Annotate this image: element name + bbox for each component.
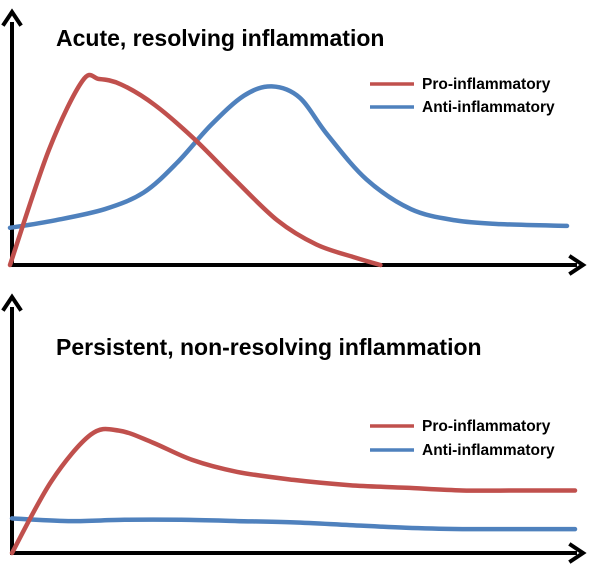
legend: Pro-inflammatory Anti-inflammatory (370, 76, 555, 116)
series-line-anti-inflammatory (9, 516, 578, 532)
chart-acute-resolving: Acute, resolving inflammation Pro-inflam… (1, 8, 587, 276)
series-line-pro-inflammatory (9, 426, 578, 556)
series-line-anti-inflammatory (7, 84, 570, 231)
series-lines (9, 426, 578, 556)
chart-persistent-nonresolving: Persistent, non-resolving inflammation P… (1, 293, 587, 564)
x-axis-arrowhead (568, 542, 587, 564)
axes (1, 8, 587, 276)
legend-label-anti: Anti-inflammatory (422, 442, 555, 459)
legend-label-pro: Pro-inflammatory (422, 418, 551, 435)
y-axis-arrowhead (1, 8, 23, 27)
legend-label-pro: Pro-inflammatory (422, 76, 551, 93)
legend: Pro-inflammatory Anti-inflammatory (370, 418, 555, 459)
chart-title: Acute, resolving inflammation (56, 25, 384, 51)
legend-label-anti: Anti-inflammatory (422, 99, 555, 116)
axes (1, 293, 587, 564)
y-axis-arrowhead (1, 293, 23, 312)
series-lines (7, 72, 570, 268)
x-axis-arrowhead (568, 254, 587, 276)
series-line-pro-inflammatory (7, 72, 383, 268)
chart-title: Persistent, non-resolving inflammation (56, 334, 482, 360)
